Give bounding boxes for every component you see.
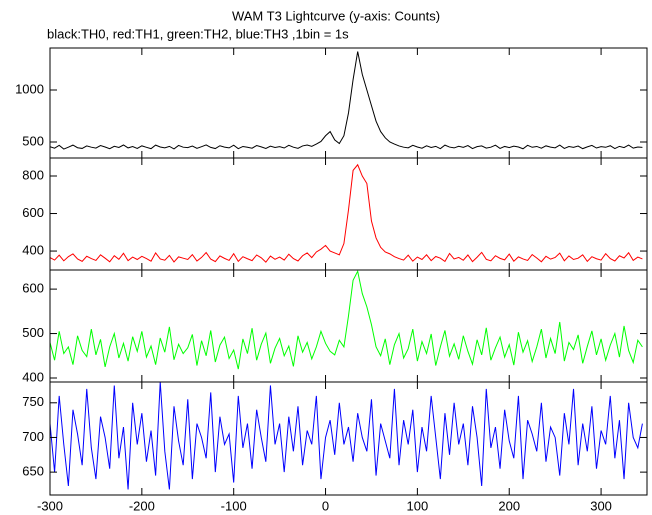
x-tick-label: 200 [498, 498, 520, 513]
y-tick-label: 700 [22, 429, 44, 444]
lightcurve [50, 270, 643, 370]
x-tick-label: 0 [322, 498, 329, 513]
chart-subtitle: black:TH0, red:TH1, green:TH2, blue:TH3 … [47, 26, 349, 41]
lightcurve [50, 51, 643, 150]
panel-frame [49, 381, 648, 496]
x-tick-label: 300 [590, 498, 612, 513]
x-tick-label: -200 [129, 498, 155, 513]
y-tick-label: 1000 [15, 81, 44, 96]
y-tick-label: 500 [22, 133, 44, 148]
y-tick-label: 750 [22, 394, 44, 409]
y-tick-label: 600 [22, 281, 44, 296]
y-tick-label: 500 [22, 325, 44, 340]
x-tick-label: 100 [407, 498, 429, 513]
panel-frame [49, 157, 648, 271]
lightcurve [50, 163, 643, 263]
x-tick-label: -100 [221, 498, 247, 513]
panel-frame [49, 47, 648, 159]
y-tick-label: 400 [22, 242, 44, 257]
y-tick-label: 400 [22, 369, 44, 384]
lightcurve [50, 382, 643, 490]
y-tick-label: 800 [22, 167, 44, 182]
y-tick-label: 600 [22, 205, 44, 220]
chart-title: WAM T3 Lightcurve (y-axis: Counts) [232, 8, 440, 23]
panel-frame [49, 269, 648, 383]
y-tick-label: 650 [22, 464, 44, 479]
x-tick-label: -300 [37, 498, 63, 513]
